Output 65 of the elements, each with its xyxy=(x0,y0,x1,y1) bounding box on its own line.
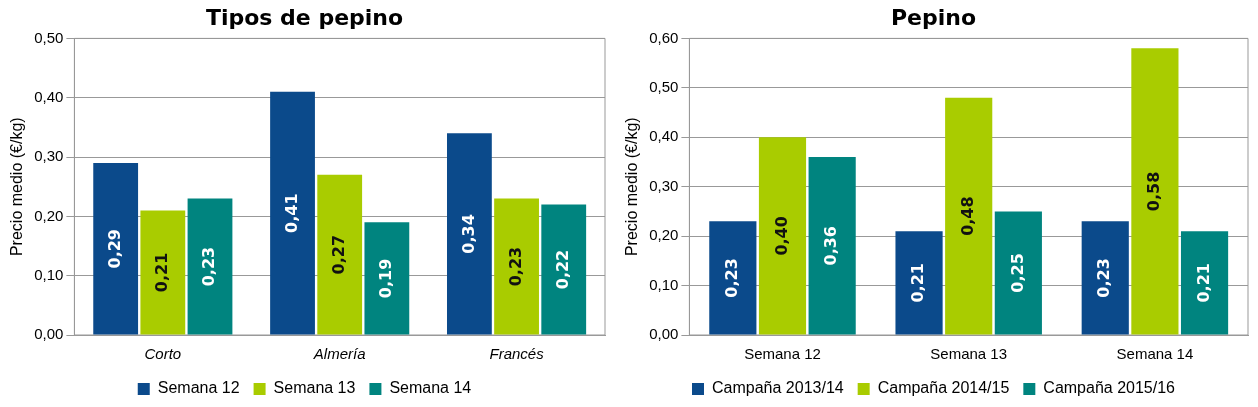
x-tick-label: Semana 14 xyxy=(1116,345,1194,363)
legend-label: Campaña 2013/14 xyxy=(712,379,844,397)
data-label: 0,36 xyxy=(821,226,841,266)
data-label: 0,23 xyxy=(505,246,525,287)
y-tick-label: 0,10 xyxy=(649,275,679,293)
bar xyxy=(808,157,856,335)
data-label: 0,22 xyxy=(552,249,572,290)
x-tick-label: Corto xyxy=(144,345,182,363)
bar xyxy=(364,222,410,335)
x-tick-label: Almería xyxy=(312,345,366,363)
bar xyxy=(994,211,1042,335)
data-label: 0,21 xyxy=(1193,263,1213,303)
data-label: 0,40 xyxy=(771,216,791,256)
y-tick-label: 0,30 xyxy=(34,147,64,165)
chart-title: Pepino xyxy=(890,4,977,30)
bar xyxy=(945,97,993,335)
bar xyxy=(1131,48,1179,335)
y-tick-label: 0,50 xyxy=(649,77,679,95)
y-tick-label: 0,60 xyxy=(649,28,679,46)
data-label: 0,19 xyxy=(376,258,396,299)
x-tick-label: Semana 13 xyxy=(930,345,1008,363)
legend-label: Semana 14 xyxy=(389,379,472,397)
bar xyxy=(93,162,139,335)
bar xyxy=(494,198,539,335)
y-axis-title: Precio medio (€/kg) xyxy=(623,117,641,257)
data-label: 0,41 xyxy=(281,193,301,233)
data-label: 0,21 xyxy=(908,263,928,303)
bar xyxy=(270,91,315,335)
data-label: 0,23 xyxy=(1094,258,1114,298)
y-tick-label: 0,30 xyxy=(649,176,679,194)
y-tick-label: 0,40 xyxy=(34,87,64,105)
data-label: 0,21 xyxy=(151,252,171,293)
legend-label: Campaña 2014/15 xyxy=(877,379,1010,397)
data-label: 0,25 xyxy=(1007,253,1027,293)
data-label: 0,23 xyxy=(199,246,219,287)
y-tick-label: 0,50 xyxy=(34,28,64,46)
bar xyxy=(1081,221,1129,335)
y-axis-title: Precio medio (€/kg) xyxy=(8,117,26,257)
legend-label: Semana 13 xyxy=(273,379,356,397)
bar xyxy=(317,174,363,335)
data-label: 0,34 xyxy=(458,214,478,254)
y-tick-label: 0,40 xyxy=(649,127,679,145)
bar xyxy=(187,198,233,335)
y-tick-label: 0,00 xyxy=(34,325,64,343)
data-label: 0,27 xyxy=(328,234,348,275)
legend-label: Semana 12 xyxy=(157,379,240,397)
data-label: 0,29 xyxy=(104,228,124,269)
bar xyxy=(447,133,492,335)
bar xyxy=(758,137,807,335)
data-label: 0,48 xyxy=(957,196,977,236)
chart-title: Tipos de pepino xyxy=(205,4,404,30)
bar xyxy=(140,210,186,335)
data-label: 0,23 xyxy=(722,258,741,298)
y-tick-label: 0,20 xyxy=(34,206,64,224)
bar xyxy=(895,231,943,335)
y-tick-label: 0,20 xyxy=(649,226,679,244)
data-label: 0,58 xyxy=(1144,171,1164,212)
x-tick-label: Francés xyxy=(489,345,545,363)
y-tick-label: 0,00 xyxy=(649,325,679,343)
y-tick-label: 0,10 xyxy=(34,265,64,283)
legend-label: Campaña 2015/16 xyxy=(1043,379,1176,397)
x-tick-label: Semana 12 xyxy=(744,345,821,363)
bar xyxy=(541,204,587,335)
bar xyxy=(1180,231,1229,335)
bar xyxy=(709,221,757,335)
